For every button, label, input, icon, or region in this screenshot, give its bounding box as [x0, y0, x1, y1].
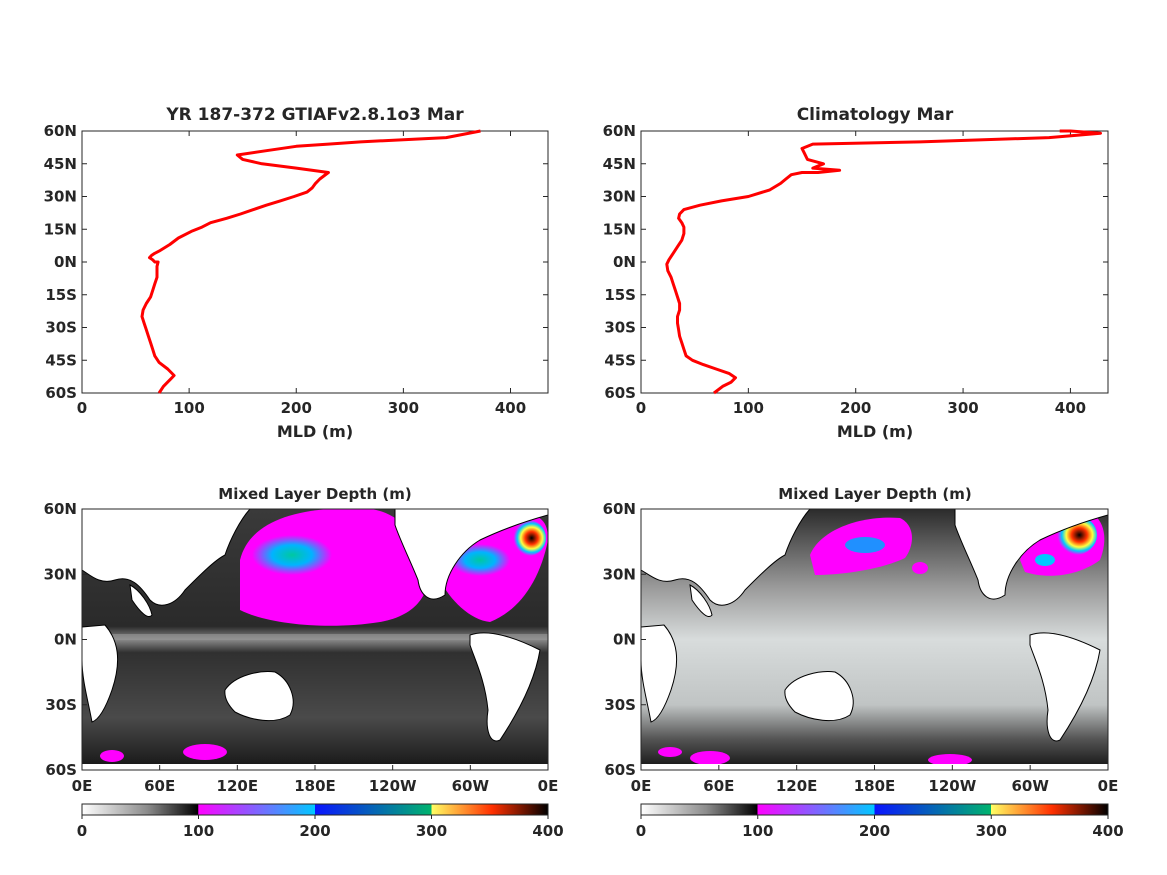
x-tick-label: 0E: [631, 777, 652, 795]
panel1-axes: [81, 130, 549, 394]
colorbar-tick-label: 0: [636, 822, 646, 840]
profile-panel-climatology: Climatology Mar 0 100 200 300 400 60N 45N 30N 15…: [603, 105, 1109, 441]
y-tick-label: 30S: [45, 319, 77, 337]
map-panel-model: Mixed Layer Depth (m) 0E 60E 120E 180: [44, 485, 564, 840]
x-tick-label: 300: [388, 399, 419, 417]
y-tick-label: 60N: [44, 500, 77, 518]
colorbar-tick-label: 200: [299, 822, 330, 840]
eurasia-land: [82, 509, 251, 606]
x-tick-label: 60W: [452, 777, 490, 795]
x-tick-label: 400: [495, 399, 526, 417]
x-tick-label: 100: [733, 399, 764, 417]
map-panel-climatology: Mixed Layer Depth (m) 0E 60E 120E 180: [603, 485, 1124, 840]
y-tick-label: 15N: [44, 220, 77, 238]
x-tick-label: 300: [947, 399, 978, 417]
x-tick-label: 60E: [144, 777, 175, 795]
eurasia-land: [641, 509, 811, 606]
x-tick-label: 120W: [369, 777, 417, 795]
australia-land: [784, 671, 854, 722]
colorbar-tick-label: 300: [416, 822, 447, 840]
africa-land: [641, 624, 678, 723]
panel2-title: Climatology Mar: [797, 105, 954, 125]
y-tick-label: 60S: [45, 384, 77, 402]
panel1-title: YR 187-372 GTIAFv2.8.1o3 Mar: [165, 105, 464, 125]
y-tick-label: 30N: [603, 565, 636, 583]
panel2-mld-line: [665, 129, 1102, 395]
panel4-ticks: 0E 60E 120E 180E 120W 60W 0E 60N 30N 0N 30S 60S: [603, 500, 1119, 795]
y-tick-label: 60N: [603, 500, 636, 518]
south-america-land: [469, 632, 541, 742]
north-america-land: [394, 509, 548, 600]
y-tick-label: 30S: [604, 696, 636, 714]
colorbar-tick-label: 200: [859, 822, 890, 840]
y-tick-label: 60S: [604, 384, 636, 402]
north-america-land: [954, 509, 1108, 600]
india-land: [689, 584, 713, 617]
panel2-ticks: 0 100 200 300 400 60N 45N 30N 15N 0N 15S 30S 45S 60S: [603, 122, 1108, 417]
panel4-colorbar: 0 100 200 300 400: [636, 803, 1124, 840]
y-tick-label: 60S: [45, 761, 77, 779]
x-tick-label: 0E: [1098, 777, 1119, 795]
panel3-colorbar: 0 100 200 300 400: [77, 803, 564, 840]
africa-land: [82, 624, 119, 723]
panel1-xlabel: MLD (m): [277, 422, 353, 441]
y-tick-label: 30N: [44, 188, 77, 206]
x-tick-label: 0E: [538, 777, 559, 795]
panel2-xlabel: MLD (m): [837, 422, 913, 441]
panel3-ticks: 0E 60E 120E 180E 120W 60W 0E 60N 30N 0N 30S 60S: [44, 500, 559, 795]
y-tick-label: 30S: [45, 696, 77, 714]
y-tick-label: 60S: [604, 761, 636, 779]
x-tick-label: 180E: [294, 777, 336, 795]
panel3-map-field: [82, 509, 548, 770]
panel2-axes: [640, 130, 1109, 394]
y-tick-label: 45N: [603, 155, 636, 173]
panel3-title: Mixed Layer Depth (m): [218, 485, 411, 503]
x-tick-label: 0: [77, 399, 87, 417]
x-tick-label: 0: [636, 399, 646, 417]
x-tick-label: 100: [173, 399, 204, 417]
y-tick-label: 45S: [604, 351, 636, 369]
colorbar-tick-label: 300: [976, 822, 1007, 840]
y-tick-label: 0N: [613, 631, 636, 649]
x-tick-label: 120W: [928, 777, 976, 795]
x-tick-label: 400: [1055, 399, 1086, 417]
y-tick-label: 30N: [44, 565, 77, 583]
x-tick-label: 200: [840, 399, 871, 417]
x-tick-label: 60E: [703, 777, 734, 795]
colorbar-tick-label: 400: [1092, 822, 1123, 840]
colorbar-tick-label: 400: [532, 822, 563, 840]
x-tick-label: 120E: [776, 777, 818, 795]
x-tick-label: 200: [281, 399, 312, 417]
y-tick-label: 45S: [45, 351, 77, 369]
profile-panel-model: YR 187-372 GTIAFv2.8.1o3 Mar 0 100 200 300 4…: [44, 105, 549, 441]
y-tick-label: 0N: [54, 253, 77, 271]
colorbar-tick-label: 100: [183, 822, 214, 840]
panel4-title: Mixed Layer Depth (m): [778, 485, 971, 503]
y-tick-label: 0N: [613, 253, 636, 271]
y-tick-label: 60N: [603, 122, 636, 140]
y-tick-label: 0N: [54, 631, 77, 649]
india-land: [129, 584, 153, 617]
colorbar-tick-label: 100: [742, 822, 773, 840]
y-tick-label: 15S: [45, 286, 77, 304]
y-tick-label: 15N: [603, 220, 636, 238]
australia-land: [224, 671, 294, 722]
x-tick-label: 120E: [217, 777, 259, 795]
x-tick-label: 180E: [854, 777, 896, 795]
panel1-ticks: 0 100 200 300 400 60N 45N 30N 15N 0N 15S 30S 45S 60S: [44, 122, 548, 417]
x-tick-label: 60W: [1011, 777, 1049, 795]
x-tick-label: 0E: [72, 777, 93, 795]
y-tick-label: 30S: [604, 319, 636, 337]
y-tick-label: 45N: [44, 155, 77, 173]
south-america-land: [1029, 632, 1101, 742]
colorbar-tick-label: 0: [77, 822, 87, 840]
y-tick-label: 30N: [603, 188, 636, 206]
y-tick-label: 15S: [604, 286, 636, 304]
panel1-mld-line: [140, 129, 481, 394]
y-tick-label: 60N: [44, 122, 77, 140]
panel4-map-field: [641, 509, 1108, 770]
